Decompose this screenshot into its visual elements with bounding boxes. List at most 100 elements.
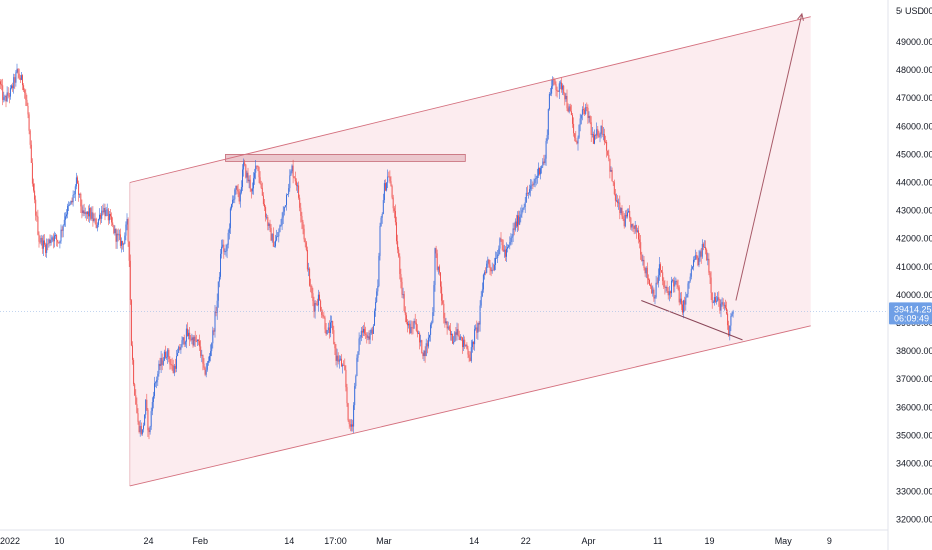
candle-body: [532, 184, 534, 186]
candle: [455, 326, 457, 341]
candle-body: [357, 351, 359, 358]
candle: [684, 296, 686, 312]
candle-body: [204, 367, 206, 375]
candle: [444, 312, 446, 328]
candle-body: [374, 310, 375, 326]
candle: [611, 167, 613, 182]
candle-body: [456, 329, 458, 335]
candle-body: [476, 327, 478, 333]
candle-body: [37, 216, 39, 235]
candle: [200, 340, 202, 358]
candle: [292, 159, 294, 184]
candle-body: [690, 268, 692, 277]
candle: [465, 344, 467, 348]
candle: [14, 73, 16, 90]
candle-body: [201, 354, 203, 356]
candle-body: [437, 266, 439, 270]
candle: [514, 218, 516, 232]
candle-body: [273, 246, 275, 248]
candle: [652, 285, 654, 297]
candle-body: [68, 205, 70, 206]
candle-body: [84, 211, 86, 214]
candle: [37, 209, 39, 236]
candle: [308, 262, 309, 277]
candle: [271, 233, 273, 243]
candle: [55, 232, 56, 239]
candle: [572, 113, 573, 128]
candle-body: [519, 217, 521, 225]
candle-body: [83, 210, 85, 214]
candle-body: [675, 281, 677, 282]
candle: [672, 278, 674, 283]
candle-body: [421, 340, 423, 354]
candle: [63, 212, 65, 227]
candle: [122, 240, 124, 250]
candle: [34, 183, 36, 204]
candle: [146, 393, 148, 412]
candle-body: [294, 178, 296, 182]
candle-body: [627, 212, 628, 217]
candle-body: [467, 348, 469, 355]
candle: [46, 238, 48, 258]
candle: [379, 222, 381, 261]
candle-body: [544, 158, 546, 163]
candle: [401, 277, 403, 298]
time-axis[interactable]: 2022 10 24 Feb 14 17:00 Mar 14 22 Apr 11 19 May 9: [0, 536, 832, 546]
candle-body: [656, 282, 658, 284]
candle-body: [19, 77, 21, 80]
candle: [374, 308, 375, 326]
candle-body: [429, 334, 430, 338]
candle: [44, 234, 45, 247]
candle: [543, 154, 545, 165]
candle: [544, 154, 546, 166]
candle-body: [435, 248, 437, 254]
candle: [179, 344, 181, 351]
candle: [347, 402, 349, 422]
candle: [75, 172, 77, 190]
candle: [13, 73, 15, 94]
candle: [486, 260, 488, 274]
candle: [239, 189, 241, 208]
candle-body: [451, 333, 452, 336]
candle: [229, 206, 231, 234]
candle-body: [479, 305, 481, 325]
candle-body: [701, 243, 703, 257]
candle: [246, 170, 248, 183]
candle-body: [706, 249, 708, 261]
candle: [655, 275, 657, 299]
candle-body: [257, 165, 259, 168]
candle: [119, 228, 121, 249]
candle: [554, 78, 556, 86]
candle: [705, 240, 707, 255]
candle: [226, 243, 228, 259]
candle: [704, 240, 705, 248]
candle-body: [133, 359, 135, 385]
candle: [590, 116, 592, 143]
candle: [25, 88, 27, 107]
candle: [688, 280, 690, 289]
candle-body: [446, 321, 448, 329]
price-axis[interactable]: 32000.00 33000.00 34000.00 35000.00 36000.00…: [896, 6, 932, 525]
candle: [93, 213, 95, 223]
candle-body: [470, 347, 472, 361]
candle-body: [18, 73, 20, 78]
candle-body: [455, 332, 457, 335]
candle: [327, 322, 329, 334]
candle-body: [218, 276, 220, 282]
candle-body: [338, 359, 340, 362]
candle: [432, 307, 434, 324]
candle-body: [20, 75, 22, 80]
candle-body: [630, 217, 632, 228]
candle-body: [210, 351, 212, 357]
candle-body: [143, 425, 144, 430]
candle: [489, 259, 491, 275]
candle-body: [716, 300, 718, 302]
candle-body: [447, 326, 449, 329]
candle-body: [214, 311, 216, 332]
candle-body: [515, 221, 517, 227]
candle-body: [644, 267, 646, 274]
candle-body: [623, 219, 625, 227]
candle-body: [81, 206, 83, 214]
candle: [74, 184, 76, 201]
